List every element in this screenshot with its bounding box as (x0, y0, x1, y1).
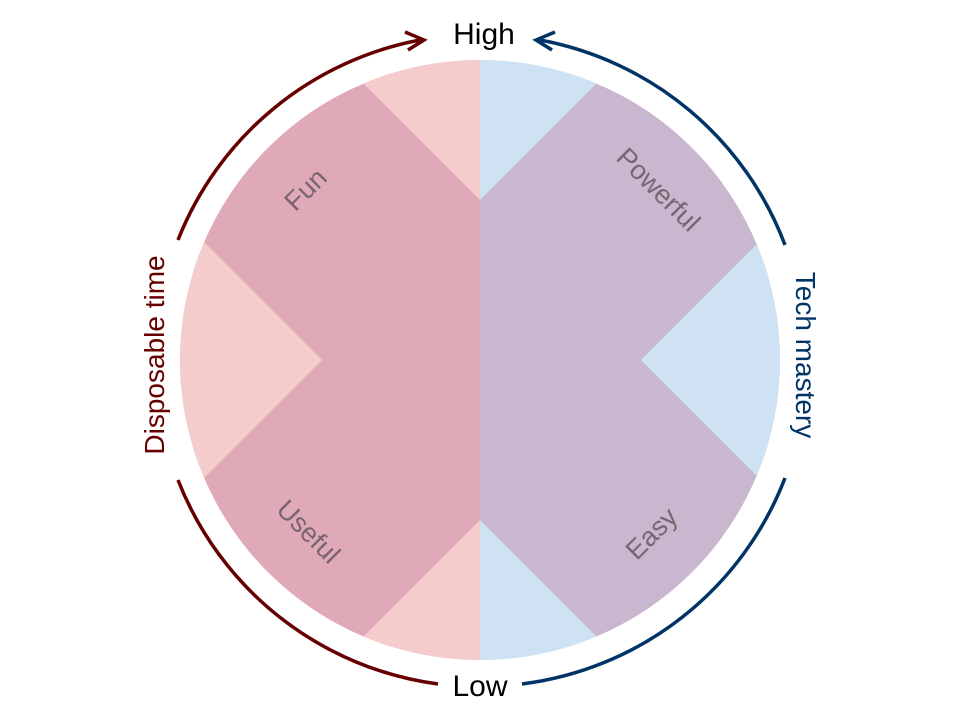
right-bottom-triangle (480, 520, 680, 660)
right-top-triangle (480, 60, 680, 200)
low-label: Low (452, 670, 507, 703)
left-bottom-triangle (280, 520, 480, 660)
left-top-triangle (280, 60, 480, 200)
left-arrowhead-icon (404, 30, 428, 52)
right-bottom-arc (521, 477, 787, 686)
disposable-time-label: Disposable time (139, 255, 170, 454)
left-top-arc (176, 38, 421, 241)
left-bottom-arc (176, 479, 439, 686)
tech-mastery-label: Tech mastery (790, 272, 821, 439)
right-arrowhead-icon (532, 30, 556, 52)
right-top-arc (539, 38, 787, 246)
high-label: High (453, 18, 515, 51)
